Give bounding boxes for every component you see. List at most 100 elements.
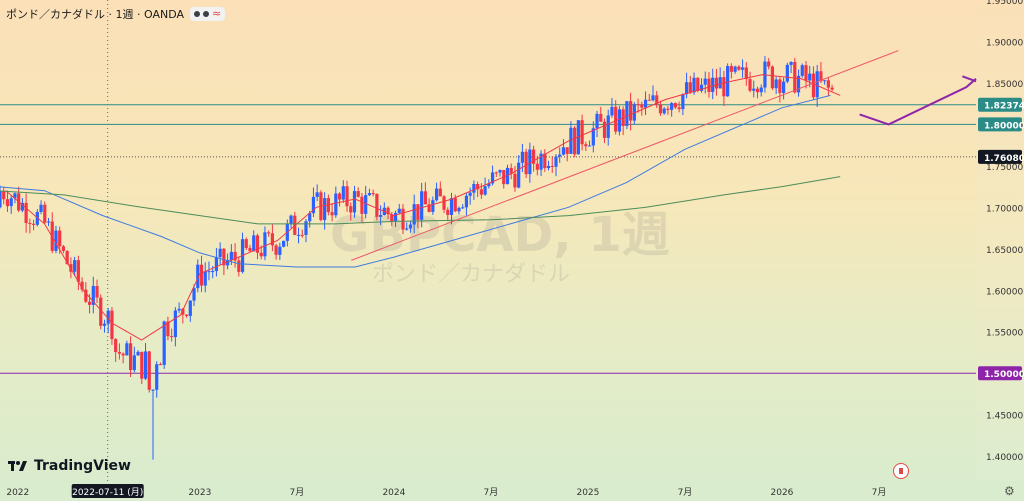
candle-body — [472, 184, 476, 193]
wave-icon: ≈ — [212, 7, 222, 20]
crosshair-date-label: 2022-07-11 (月) — [72, 487, 143, 498]
candle-body — [681, 94, 685, 110]
candle-body — [505, 167, 510, 185]
candle-body — [102, 323, 107, 326]
candle-body — [539, 153, 543, 170]
candle-body — [703, 78, 707, 85]
indicator-badge[interactable]: ≈ — [190, 7, 226, 21]
y-tick-label: 1.70000 — [986, 204, 1023, 214]
candle-body — [117, 352, 122, 354]
candle-body — [73, 260, 77, 272]
candle-body — [420, 191, 424, 220]
candle-body — [416, 204, 420, 220]
candle-body — [606, 115, 610, 138]
candle-body — [811, 73, 816, 98]
candle-body — [140, 351, 144, 379]
canada-flag-icon[interactable] — [893, 463, 909, 479]
candle-body — [546, 165, 551, 169]
candle-body — [76, 260, 80, 282]
candle-body — [121, 353, 125, 356]
candle-body — [565, 147, 569, 154]
candle-body — [207, 271, 211, 273]
candle-body — [69, 264, 73, 272]
price-label-box-1 — [978, 117, 1022, 132]
candle-body — [688, 82, 692, 93]
candle-body — [13, 193, 17, 199]
candle-body — [647, 99, 651, 101]
candle-body — [289, 215, 293, 225]
price-label-box-3 — [978, 366, 1022, 381]
candle-body — [181, 308, 185, 315]
candle-body — [31, 223, 36, 225]
status-dot-icon-2 — [203, 11, 209, 17]
candle-body — [584, 144, 588, 147]
candle-body — [308, 213, 312, 222]
candle-body — [155, 364, 159, 390]
projection-arrow-head — [962, 75, 977, 83]
candle-body — [379, 215, 383, 217]
candle-body — [170, 336, 174, 338]
candle-body — [341, 186, 345, 200]
candle-body — [345, 186, 349, 207]
candle-body — [476, 184, 480, 190]
candle-body — [643, 99, 648, 108]
price-axis[interactable] — [976, 0, 1024, 481]
candle-body — [744, 67, 748, 80]
candle-body — [722, 77, 726, 97]
tv-logo-icon — [8, 461, 27, 471]
candle-body — [434, 188, 439, 201]
candle-body — [304, 221, 308, 235]
candle-body — [337, 193, 342, 200]
candle-body — [244, 239, 248, 248]
candle-body — [226, 259, 230, 266]
symbol-label[interactable]: ポンド／カナダドル · 1週 · OANDA — [6, 8, 184, 21]
candle-body — [2, 191, 6, 200]
candle-body — [0, 191, 2, 208]
candle-body — [349, 206, 353, 213]
candle-body — [528, 149, 532, 175]
candle-body — [405, 228, 409, 230]
candle-body — [80, 281, 84, 290]
candle-body — [263, 232, 267, 257]
candle-body — [356, 191, 360, 197]
candle-body — [330, 212, 334, 216]
candle-body — [129, 343, 133, 371]
candle-body — [629, 101, 633, 121]
candle-body — [699, 84, 704, 91]
candle-body — [278, 246, 282, 255]
candle-body — [158, 364, 163, 366]
candle-body — [267, 232, 271, 234]
candle-body — [826, 80, 830, 88]
candle-body — [640, 104, 644, 108]
symbol-header[interactable]: ポンド／カナダドル · 1週 · OANDA ≈ — [6, 5, 226, 23]
candle-body — [9, 198, 13, 207]
candle-body — [255, 235, 260, 253]
settings-gear-icon[interactable]: ⚙ — [1004, 484, 1015, 498]
candle-body — [203, 271, 207, 286]
candle-body — [602, 121, 607, 138]
tradingview-logo[interactable]: TradingView — [8, 458, 131, 474]
candle-body — [793, 62, 797, 93]
candle-body — [390, 214, 394, 222]
candle-body — [517, 162, 521, 188]
candle-body — [554, 156, 558, 167]
candle-body — [397, 208, 401, 213]
candle-body — [531, 149, 536, 164]
candle-body — [599, 113, 603, 122]
candle-body — [677, 107, 681, 110]
y-tick-label: 1.40000 — [986, 453, 1023, 463]
time-axis[interactable] — [0, 481, 1024, 501]
candle-body — [125, 343, 129, 356]
price-label-3: 1.50000 — [984, 370, 1024, 380]
candle-body — [386, 207, 390, 215]
candle-body — [274, 245, 278, 255]
candle-body — [587, 145, 592, 147]
y-tick-label: 1.90000 — [986, 38, 1023, 48]
candle-body — [823, 80, 827, 82]
candle-body — [184, 314, 189, 316]
candle-body — [442, 196, 446, 210]
candle-body — [371, 193, 375, 195]
candle-body — [479, 189, 483, 195]
